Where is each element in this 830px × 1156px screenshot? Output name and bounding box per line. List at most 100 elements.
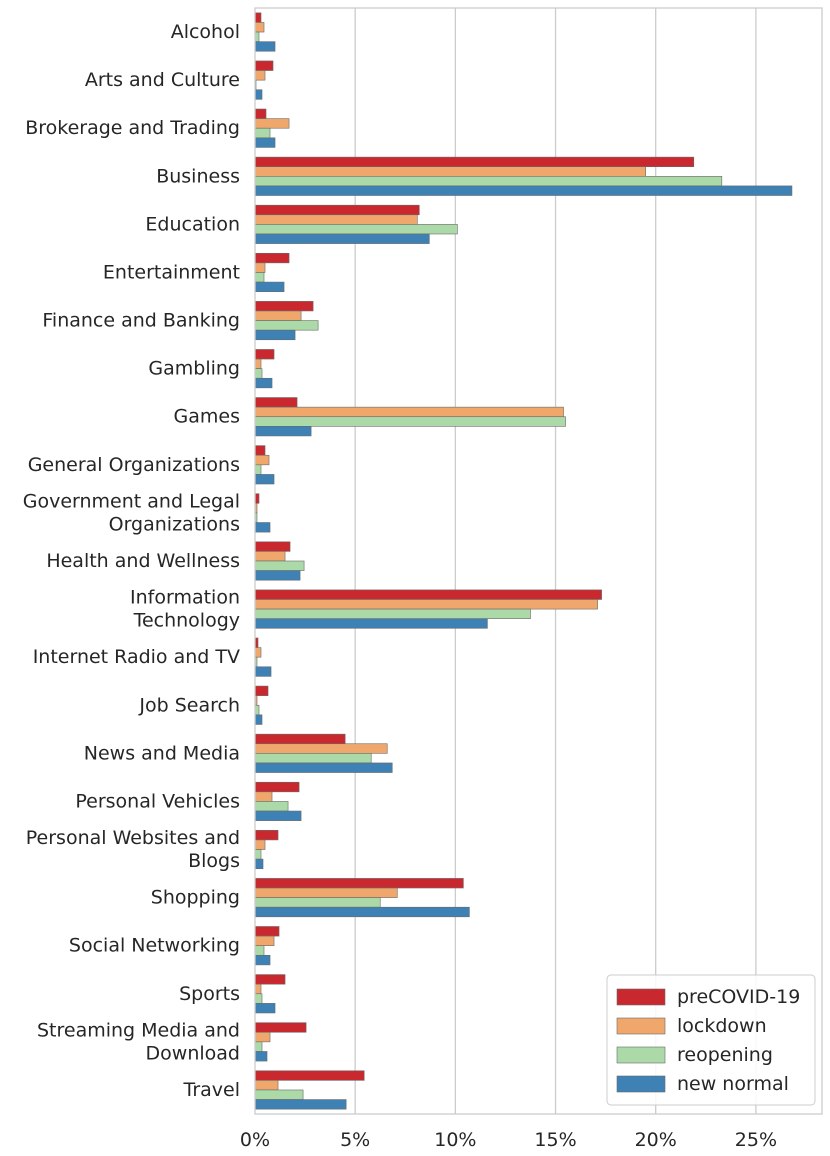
category-label-internet-radio-and-tv: Internet Radio and TV [33, 646, 240, 668]
category-label-streaming-media-and-download-line-1: Streaming Media and [37, 1019, 240, 1041]
bar-job-search-precovid-19 [254, 685, 269, 696]
category-label-personal-websites-and-blogs-line-1: Personal Websites and [26, 827, 240, 849]
bar-shopping-new-normal [254, 906, 470, 918]
category-label-business: Business [156, 165, 240, 187]
category-label-health-and-wellness: Health and Wellness [46, 550, 240, 572]
bar-education-new-normal [254, 233, 430, 244]
bar-job-search-new-normal [254, 714, 263, 725]
legend: preCOVID-19 lockdown reopening new normal [606, 974, 816, 1106]
bar-social-networking-precovid-19 [254, 926, 280, 937]
bar-finance-and-banking-new-normal [254, 329, 296, 341]
category-label-arts-and-culture: Arts and Culture [85, 69, 240, 91]
bar-education-reopening [254, 224, 458, 235]
legend-label-new-normal: new normal [677, 1073, 789, 1095]
category-label-information-technology-line-2: Technology [133, 610, 240, 632]
bar-travel-precovid-19 [254, 1070, 365, 1081]
bar-sports-precovid-19 [254, 974, 286, 985]
category-label-streaming-media-and-download-line-2: Download [146, 1042, 240, 1064]
bar-health-and-wellness-precovid-19 [254, 541, 291, 552]
x-tick-label-10: 10% [434, 1129, 476, 1151]
bar-streaming-media-and-download-lockdown [254, 1031, 271, 1043]
legend-swatch-reopening [616, 1046, 666, 1064]
bar-games-new-normal [254, 426, 312, 437]
bar-shopping-lockdown [254, 887, 398, 898]
category-label-government-and-legal-organizations-line-1: Government and Legal [23, 490, 240, 512]
category-label-finance-and-banking: Finance and Banking [42, 310, 240, 332]
bar-arts-and-culture-precovid-19 [254, 60, 274, 71]
legend-swatch-new-normal [616, 1075, 666, 1093]
category-label-personal-websites-and-blogs-line-2: Blogs [188, 850, 240, 872]
category-label-shopping: Shopping [151, 887, 240, 909]
bar-finance-and-banking-reopening [254, 320, 319, 331]
bar-shopping-reopening [254, 897, 381, 908]
bar-gambling-new-normal [254, 377, 273, 389]
bar-arts-and-culture-new-normal [254, 89, 263, 100]
legend-swatch-lockdown [616, 1017, 666, 1035]
bar-news-and-media-reopening [254, 753, 372, 764]
category-label-brokerage-and-trading: Brokerage and Trading [25, 117, 240, 139]
bar-news-and-media-precovid-19 [254, 733, 346, 745]
plot-border [254, 7, 823, 1115]
bar-travel-new-normal [254, 1099, 347, 1110]
bar-information-technology-precovid-19 [254, 589, 602, 600]
bar-social-networking-new-normal [254, 954, 271, 966]
category-labels: Alcohol Arts and Culture Brokerage and Tra… [23, 21, 240, 1101]
bar-social-networking-reopening [254, 945, 265, 956]
category-label-travel: Travel [183, 1079, 240, 1101]
x-tick-label-0: 0% [240, 1129, 270, 1151]
bar-personal-websites-and-blogs-precovid-19 [254, 830, 279, 841]
bar-entertainment-precovid-19 [254, 252, 290, 264]
legend-label-lockdown: lockdown [677, 1015, 767, 1037]
bar-brokerage-and-trading-reopening [254, 127, 271, 139]
bar-finance-and-banking-precovid-19 [254, 301, 314, 312]
bar-general-organizations-reopening [254, 464, 262, 475]
plot-frame [254, 7, 823, 1115]
bar-business-new-normal [254, 185, 793, 196]
bar-education-lockdown [254, 214, 418, 225]
bar-health-and-wellness-lockdown [254, 551, 286, 562]
category-label-general-organizations: General Organizations [28, 454, 240, 476]
category-label-news-and-media: News and Media [84, 742, 240, 764]
bar-information-technology-new-normal [254, 618, 488, 629]
bars [254, 12, 793, 1110]
legend-swatch-precovid-19 [616, 988, 666, 1006]
bar-personal-websites-and-blogs-new-normal [254, 858, 264, 870]
bar-entertainment-new-normal [254, 281, 285, 292]
bar-government-and-legal-organizations-new-normal [254, 522, 271, 533]
bar-news-and-media-new-normal [254, 762, 393, 773]
bar-sports-new-normal [254, 1003, 276, 1014]
bar-finance-and-banking-lockdown [254, 310, 302, 321]
bar-personal-vehicles-lockdown [254, 791, 273, 802]
bar-brokerage-and-trading-new-normal [254, 137, 276, 148]
bar-business-lockdown [254, 166, 646, 177]
bar-general-organizations-lockdown [254, 454, 270, 466]
bar-personal-websites-and-blogs-lockdown [254, 839, 266, 850]
category-label-sports: Sports [179, 983, 240, 1005]
bar-streaming-media-and-download-reopening [254, 1041, 263, 1052]
bar-gambling-reopening [254, 368, 263, 379]
bar-health-and-wellness-new-normal [254, 570, 301, 581]
bar-arts-and-culture-lockdown [254, 70, 266, 81]
bar-travel-reopening [254, 1089, 304, 1100]
bar-news-and-media-lockdown [254, 743, 388, 754]
category-label-social-networking: Social Networking [69, 935, 240, 957]
bar-gambling-precovid-19 [254, 349, 275, 360]
x-tick-label-15: 15% [534, 1129, 576, 1151]
bar-sports-lockdown [254, 983, 262, 995]
bar-shopping-precovid-19 [254, 878, 464, 889]
bar-alcohol-new-normal [254, 41, 276, 52]
category-label-gambling: Gambling [148, 358, 240, 380]
bar-brokerage-and-trading-lockdown [254, 118, 290, 129]
bar-personal-vehicles-reopening [254, 801, 289, 812]
x-tick-label-25: 25% [735, 1129, 777, 1151]
bar-social-networking-lockdown [254, 935, 275, 946]
x-tick-label-5: 5% [340, 1129, 370, 1151]
category-label-government-and-legal-organizations-line-2: Organizations [109, 513, 240, 535]
bar-alcohol-lockdown [254, 22, 265, 33]
bar-travel-lockdown [254, 1080, 279, 1091]
category-label-job-search: Job Search [138, 694, 240, 716]
category-label-alcohol: Alcohol [171, 21, 240, 43]
bar-games-precovid-19 [254, 397, 298, 408]
bar-business-precovid-19 [254, 156, 695, 168]
x-tick-labels: 0% 5% 10% 15% 20% 25% [240, 1129, 777, 1151]
